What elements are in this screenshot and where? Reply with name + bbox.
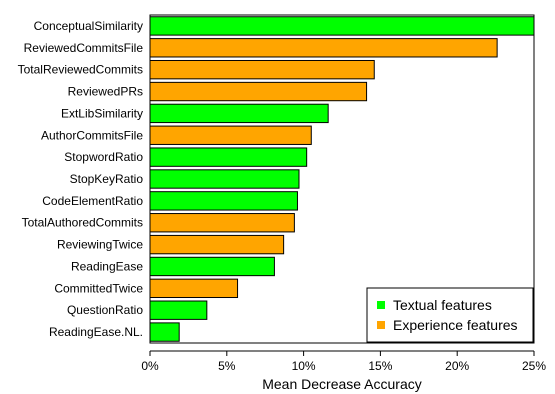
x-tick-label: 5%	[218, 359, 236, 373]
category-label: ReviewedCommitsFile	[24, 41, 144, 55]
category-label: StopwordRatio	[64, 150, 143, 164]
bar-extlibsimilarity	[150, 103, 329, 124]
legend: Textual features Experience features	[366, 287, 534, 343]
bar-committedtwice	[150, 278, 239, 299]
category-label: AuthorCommitsFile	[41, 128, 143, 142]
bar-codeelementratio	[150, 191, 298, 211]
category-label: ReviewingTwice	[57, 238, 143, 252]
category-label: ReadingEase.NL.	[49, 325, 143, 339]
bar-reviewedcommitsfile	[150, 38, 498, 58]
category-label: StopKeyRatio	[70, 172, 144, 186]
x-tick-label: 20%	[445, 359, 469, 373]
category-labels: ConceptualSimilarity ReviewedCommitsFile T…	[18, 19, 144, 339]
x-axis: 0% 5% 10% 15% 20% 25%	[141, 350, 546, 373]
category-label: CommittedTwice	[54, 281, 143, 295]
category-label: ReviewedPRs	[68, 85, 143, 99]
bar-stopkeyratio	[150, 169, 300, 189]
x-axis-title: Mean Decrease Accuracy	[262, 376, 422, 392]
legend-box	[366, 287, 534, 343]
bar-readingease-nl	[150, 322, 180, 342]
category-label: CodeElementRatio	[42, 194, 143, 208]
category-label: ConceptualSimilarity	[34, 19, 143, 33]
bars-layer	[150, 16, 534, 342]
bar-stopwordratio	[150, 147, 308, 167]
category-label: TotalReviewedCommits	[18, 63, 143, 77]
plot-frame	[149, 14, 535, 344]
bar-reviewedprs	[150, 81, 368, 102]
x-tick-label: 0%	[141, 359, 159, 373]
x-tick-label: 15%	[368, 359, 392, 373]
legend-label: Textual features	[393, 297, 492, 313]
category-label: ReadingEase	[71, 259, 143, 273]
x-tick-label: 25%	[522, 359, 546, 373]
category-label: QuestionRatio	[67, 303, 143, 317]
x-tick-label: 10%	[292, 359, 316, 373]
category-label: TotalAuthoredCommits	[22, 216, 143, 230]
bar-questionratio	[150, 300, 208, 320]
legend-swatch	[377, 301, 385, 309]
legend-swatch	[377, 321, 385, 329]
bar-totalauthoredcommits	[150, 213, 295, 233]
legend-label: Experience features	[393, 317, 518, 333]
bar-readingease	[150, 256, 275, 277]
bar-reviewingtwice	[150, 234, 285, 255]
bar-conceptualsimilarity	[150, 16, 534, 36]
bar-totalreviewedcommits	[150, 59, 375, 80]
category-label: ExtLibSimilarity	[61, 106, 143, 120]
bar-authorcommitsfile	[150, 125, 312, 145]
